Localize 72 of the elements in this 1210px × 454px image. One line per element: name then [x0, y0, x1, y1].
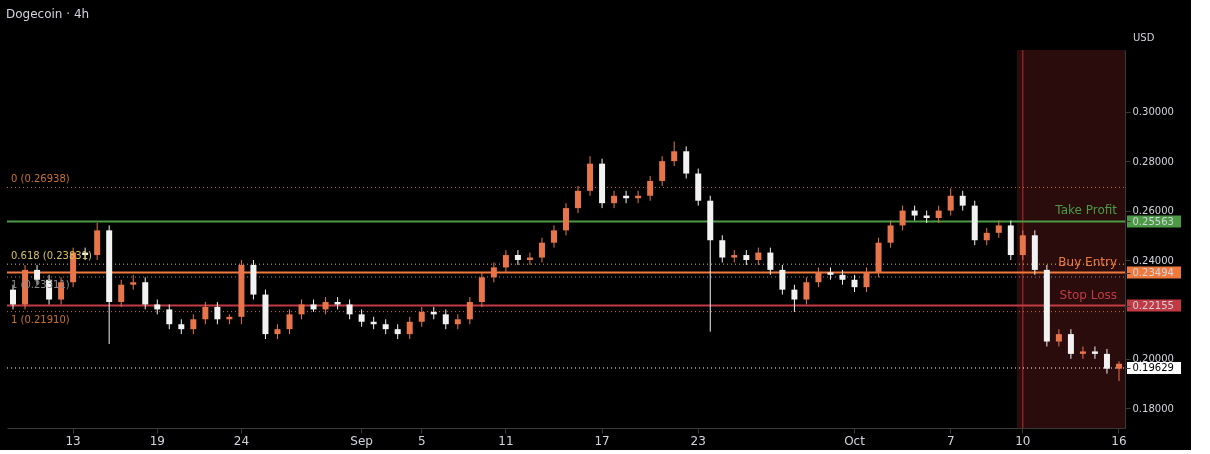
x-tick-label: 17 — [594, 433, 610, 448]
candlestick — [575, 185, 582, 214]
candlestick — [118, 279, 125, 308]
candlestick — [563, 202, 569, 236]
candlestick — [286, 308, 293, 335]
candlestick — [466, 296, 473, 325]
candlestick — [418, 306, 425, 328]
candlestick — [298, 299, 305, 320]
candlestick — [514, 249, 521, 266]
candlestick — [1019, 229, 1026, 261]
candlestick — [959, 190, 966, 212]
candlestick — [190, 313, 197, 335]
ref-line-label: Stop Loss — [1059, 287, 1117, 302]
candlestick — [1079, 345, 1086, 360]
candlestick — [550, 224, 557, 249]
candlestick — [442, 308, 449, 330]
y-tick-label: 0.23494 — [1132, 267, 1174, 278]
candlestick — [671, 140, 678, 167]
y-tick-label: 0.22155 — [1132, 300, 1174, 312]
x-tick-label: 11 — [498, 433, 514, 448]
x-tick-label: Sep — [350, 433, 373, 448]
x-tick-label: 13 — [65, 433, 81, 448]
candlestick — [779, 264, 786, 296]
candlestick — [1115, 360, 1122, 382]
y-tick-label: 0.28000 — [1132, 155, 1174, 167]
candlestick — [791, 284, 798, 313]
candlestick — [346, 299, 353, 320]
candlestick — [719, 234, 726, 263]
candlestick — [887, 219, 894, 249]
y-tick-label: 0.24000 — [1132, 254, 1174, 266]
x-tick-label: 10 — [1015, 433, 1031, 448]
candlestick — [611, 190, 618, 209]
y-axis-title: USD — [1133, 32, 1155, 43]
candlestick — [1103, 348, 1110, 375]
candlestick — [202, 301, 209, 325]
x-tick-label: 19 — [149, 433, 165, 448]
y-tick-label: 0.25563 — [1132, 215, 1174, 227]
y-tick-label: 0.30000 — [1132, 106, 1174, 118]
chart-title: Dogecoin · 4h — [6, 7, 90, 21]
candlestick — [214, 301, 221, 325]
ref-line-label: 0 (0.26938) — [11, 173, 70, 185]
candlestick — [1055, 328, 1062, 347]
candlestick — [142, 276, 149, 310]
candlestick — [863, 266, 870, 293]
candlestick — [815, 266, 822, 288]
candlestick — [767, 247, 774, 276]
candlestick — [490, 261, 497, 283]
candlestick — [406, 316, 413, 340]
ref-line-label: Take Profit — [1054, 203, 1118, 218]
candlestick — [659, 155, 666, 187]
y-tick-label: 0.18000 — [1132, 402, 1174, 414]
y-tick-label: 0.20000 — [1132, 353, 1174, 365]
x-tick-label: 5 — [417, 433, 426, 448]
candlestick — [1067, 328, 1074, 360]
ref-line-label: 1 (0.21910) — [11, 313, 70, 325]
x-tick-label: 23 — [690, 433, 706, 448]
candlestick — [899, 205, 906, 231]
candlestick — [647, 175, 654, 202]
y-tick-label: 0.19629 — [1132, 362, 1174, 374]
x-tick-label: Oct — [844, 433, 866, 448]
y-tick-label: 0.26000 — [1132, 205, 1174, 217]
candlestick — [502, 249, 509, 273]
candlestick — [803, 276, 810, 305]
candlestick — [166, 303, 173, 330]
candlestick — [538, 237, 545, 263]
candlestick — [947, 187, 954, 217]
x-tick-label: 16 — [1111, 433, 1127, 448]
ref-line-label: Buy Entry — [1058, 254, 1117, 269]
candlestick — [683, 145, 690, 179]
x-tick-label: 7 — [946, 433, 955, 448]
x-tick-label: 24 — [233, 433, 250, 448]
candlestick — [1091, 345, 1098, 360]
